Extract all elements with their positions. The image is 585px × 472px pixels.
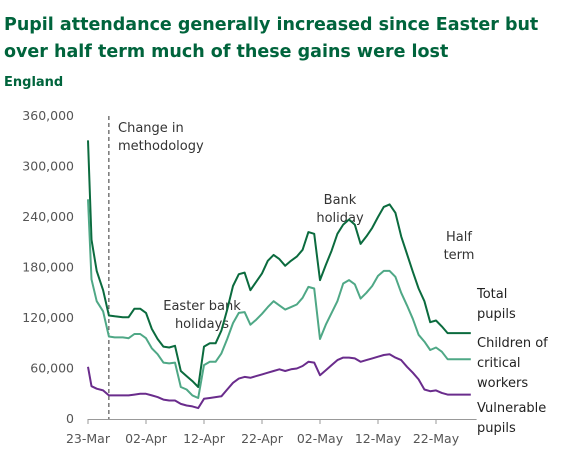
- annotation-text: methodology: [118, 139, 204, 154]
- y-tick-label: 60,000: [30, 361, 74, 376]
- annotation-text: Change in: [118, 121, 184, 136]
- y-tick-label: 360,000: [22, 108, 74, 123]
- x-tick-label: 12-May: [355, 431, 402, 446]
- x-tick-label: 22-Apr: [241, 431, 284, 446]
- x-tick-label: 12-Apr: [183, 431, 226, 446]
- y-tick-label: 120,000: [22, 310, 74, 325]
- annotation-text: holiday: [316, 211, 364, 226]
- annotation-text: term: [444, 248, 475, 263]
- series-label: Total: [476, 287, 507, 302]
- vulnerable-pupils-line: [87, 353, 471, 410]
- series-label: Children of: [477, 336, 548, 351]
- series-label: Vulnerable: [477, 401, 546, 416]
- y-tick-label: 240,000: [22, 209, 74, 224]
- y-tick-label: 180,000: [22, 260, 74, 275]
- series-lines: [87, 140, 471, 410]
- annotation-text: holidays: [175, 317, 229, 332]
- x-tick-label: 23-Mar: [66, 431, 111, 446]
- x-tick-label: 22-May: [413, 431, 460, 446]
- annotation-text: Bank: [324, 193, 357, 208]
- total-pupils-line: [87, 140, 471, 388]
- y-tick-label: 300,000: [22, 159, 74, 174]
- y-axis: 0 60,000 120,000 180,000 240,000 300,000 360,0…: [22, 108, 74, 426]
- series-label: pupils: [477, 421, 516, 436]
- chart-title-line-1: Pupil attendance generally increased sin…: [4, 15, 538, 35]
- series-label: pupils: [477, 307, 516, 322]
- series-label: workers: [477, 376, 528, 391]
- annotation-text: Easter bank: [163, 299, 241, 314]
- chart-title-line-2: over half term much of these gains were …: [4, 42, 448, 62]
- annotation-text: Half: [446, 230, 472, 245]
- x-tick-label: 02-May: [297, 431, 344, 446]
- x-tick-label: 02-Apr: [125, 431, 168, 446]
- series-labels: Total pupils Children of critical workers Vul…: [476, 287, 548, 436]
- chart-subtitle: England: [4, 75, 63, 90]
- series-label: critical: [477, 356, 521, 371]
- annotations: Change in methodology Easter bank holidays B…: [108, 116, 475, 419]
- y-tick-label: 0: [66, 411, 74, 426]
- critical-workers-line: [87, 199, 471, 399]
- x-axis: 23-Mar 02-Apr 12-Apr 22-Apr 02-May 12-May 22-M…: [66, 419, 477, 446]
